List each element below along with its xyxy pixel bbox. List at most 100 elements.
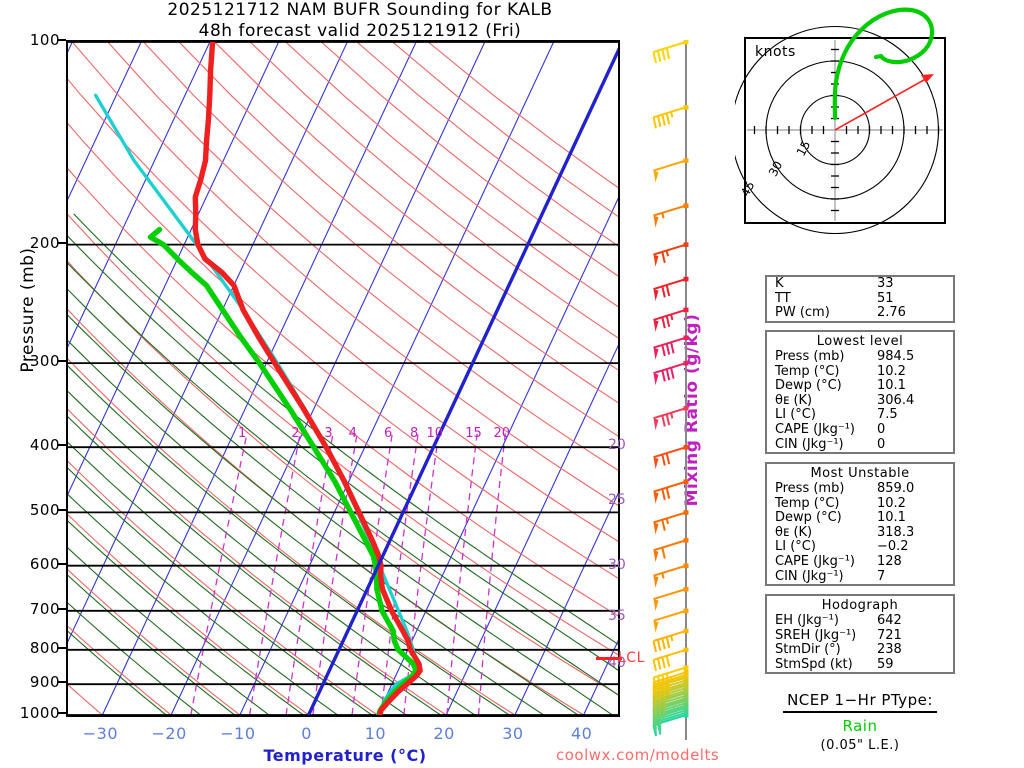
index-value: 51 — [877, 290, 894, 306]
lowest-level-key: Temp (°C) — [775, 363, 840, 379]
hodograph-svg: 15 30 45 — [730, 7, 946, 235]
hodograph-frame — [744, 37, 946, 224]
temperature-tick-30: 30 — [502, 724, 524, 743]
pressure-tick-400: 400 — [29, 436, 60, 455]
pressure-tickmark-800 — [58, 646, 66, 649]
wind-barb — [653, 360, 689, 386]
mixing-ratio-tick-15: 15 — [465, 426, 482, 441]
lowest-level-key: Dewp (°C) — [775, 378, 842, 394]
index-row: PW (cm) 2.76 — [767, 306, 953, 321]
hodograph-stat-row: StmDir (°) 238 — [767, 643, 953, 658]
most-unstable-value: 10.1 — [877, 510, 906, 526]
wind-barb — [653, 203, 689, 228]
hodograph-units-label: knots — [755, 44, 796, 60]
parcel-path-curve — [93, 93, 422, 715]
most-unstable-rows: Press (mb) 859.0 Temp (°C) 10.2 Dewp (°C) 10.… — [767, 481, 953, 585]
temperature-tick-20: 20 — [433, 724, 455, 743]
most-unstable-row: CIN (Jkg⁻¹) 7 — [767, 568, 953, 585]
most-unstable-key: CAPE (Jkg⁻¹) — [775, 553, 855, 569]
wind-barb — [652, 670, 689, 694]
mixing-ratio-right-tick-30: 30 — [608, 557, 626, 573]
wind-barb — [653, 158, 689, 183]
pressure-tickmark-200 — [58, 241, 66, 244]
lowest-level-value: 7.5 — [877, 407, 898, 423]
ptype-value: Rain — [842, 717, 878, 735]
hodograph-stats-rows: EH (Jkg⁻¹) 642 SREH (Jkg⁻¹) 721 StmDir (°) 23… — [767, 613, 953, 672]
lowest-level-rows: Press (mb) 984.5 Temp (°C) 10.2 Dewp (°C) 10.… — [767, 349, 953, 452]
hodograph-stat-value: 59 — [877, 656, 894, 672]
pressure-tick-200: 200 — [29, 233, 60, 252]
most-unstable-key: CIN (Jkg⁻¹) — [775, 568, 844, 584]
storm-motion-arrowhead — [921, 74, 934, 83]
storm-motion-vector — [834, 75, 932, 131]
index-value: 33 — [877, 276, 894, 291]
most-unstable-key: Press (mb) — [775, 481, 845, 496]
most-unstable-row: Press (mb) 859.0 — [767, 481, 953, 497]
most-unstable-header: Most Unstable — [810, 466, 910, 481]
lowest-level-row: LI (°C) 7.5 — [767, 408, 953, 423]
temperature-tick-10: 10 — [364, 724, 387, 743]
lowest-level-key: θᴇ (K) — [775, 392, 813, 408]
pressure-tickmark-500 — [58, 509, 66, 512]
hodograph-trace — [832, 7, 935, 121]
pressure-tick-600: 600 — [29, 554, 60, 573]
pressure-tick-700: 700 — [29, 599, 60, 618]
most-unstable-row: Dewp (°C) 10.1 — [767, 511, 953, 526]
lowest-level-value: 0 — [877, 436, 886, 452]
wind-barb — [653, 307, 689, 332]
pressure-tickmark-900 — [58, 681, 66, 684]
wind-barb — [653, 479, 689, 504]
lowest-level-row: Temp (°C) 10.2 — [767, 363, 953, 380]
hodograph-ring-label-15: 15 — [794, 138, 814, 158]
most-unstable-row: Temp (°C) 10.2 — [767, 495, 953, 512]
wind-barb — [653, 510, 689, 535]
pressure-tickmark-400 — [58, 444, 66, 447]
wind-barbs — [652, 39, 689, 737]
mixing-ratio-right-tick-20: 20 — [608, 437, 626, 453]
most-unstable-value: 7 — [877, 568, 886, 584]
lowest-level-header: Lowest level — [816, 334, 904, 349]
wind-barb — [653, 538, 689, 563]
wind-barb — [653, 276, 689, 302]
mixing-ratio-tick-3: 3 — [324, 426, 333, 441]
pressure-tickmark-300 — [58, 360, 66, 363]
most-unstable-key: Temp (°C) — [775, 495, 840, 511]
hodograph-ring-labels: 15 30 45 — [738, 138, 813, 199]
watermark: coolwx.com/modelts — [556, 746, 720, 764]
temperature-tick--10: −10 — [220, 724, 256, 743]
lowest-level-value: 10.2 — [877, 363, 906, 379]
lowest-level-panel: Lowest level Press (mb) 984.5 Temp (°C) 10.… — [765, 330, 955, 455]
most-unstable-value: −0.2 — [877, 539, 909, 555]
hodograph-stat-key: SREH (Jkg⁻¹) — [775, 627, 857, 643]
most-unstable-value: 318.3 — [877, 524, 915, 540]
index-key: K — [775, 276, 784, 291]
lowest-level-value: 10.1 — [877, 378, 906, 394]
hodograph-ring-label-30: 30 — [766, 159, 786, 179]
hodograph-stat-value: 238 — [877, 642, 902, 658]
index-value: 2.76 — [877, 305, 906, 321]
skewt-logp-diagram[interactable] — [66, 40, 620, 717]
isotherm-lines — [68, 42, 618, 715]
hodograph-trace-tail — [873, 53, 884, 60]
hodograph-stat-row: SREH (Jkg⁻¹) 721 — [767, 627, 953, 644]
lowest-level-value: 0 — [877, 421, 886, 437]
mixing-ratio-tick-8: 8 — [409, 426, 419, 441]
wind-barb — [652, 628, 689, 653]
indices-panel: K 33 TT 51 PW (cm) 2.76 — [765, 275, 955, 323]
pressure-tickmark-1000 — [58, 712, 66, 714]
wind-barb — [652, 105, 689, 129]
wind-barb — [653, 406, 689, 431]
pressure-tick-100: 100 — [29, 31, 60, 49]
mixing-ratio-tick-1: 1 — [237, 426, 247, 441]
wind-barb — [653, 335, 689, 360]
lcl-arrow-icon — [596, 657, 622, 660]
temperature-tick--30: −30 — [82, 724, 118, 743]
lowest-level-row: Dewp (°C) 10.1 — [767, 379, 953, 394]
mixing-ratio-tick-20: 20 — [493, 426, 511, 441]
hodograph-stat-row: EH (Jkg⁻¹) 642 — [767, 613, 953, 629]
mixing-ratio-tick-6: 6 — [383, 426, 393, 441]
hodograph-stat-key: EH (Jkg⁻¹) — [775, 613, 839, 628]
hodograph[interactable]: 15 30 45 knots — [730, 0, 965, 240]
dry-adiabat-lines — [68, 42, 618, 715]
wind-barb — [653, 563, 689, 588]
